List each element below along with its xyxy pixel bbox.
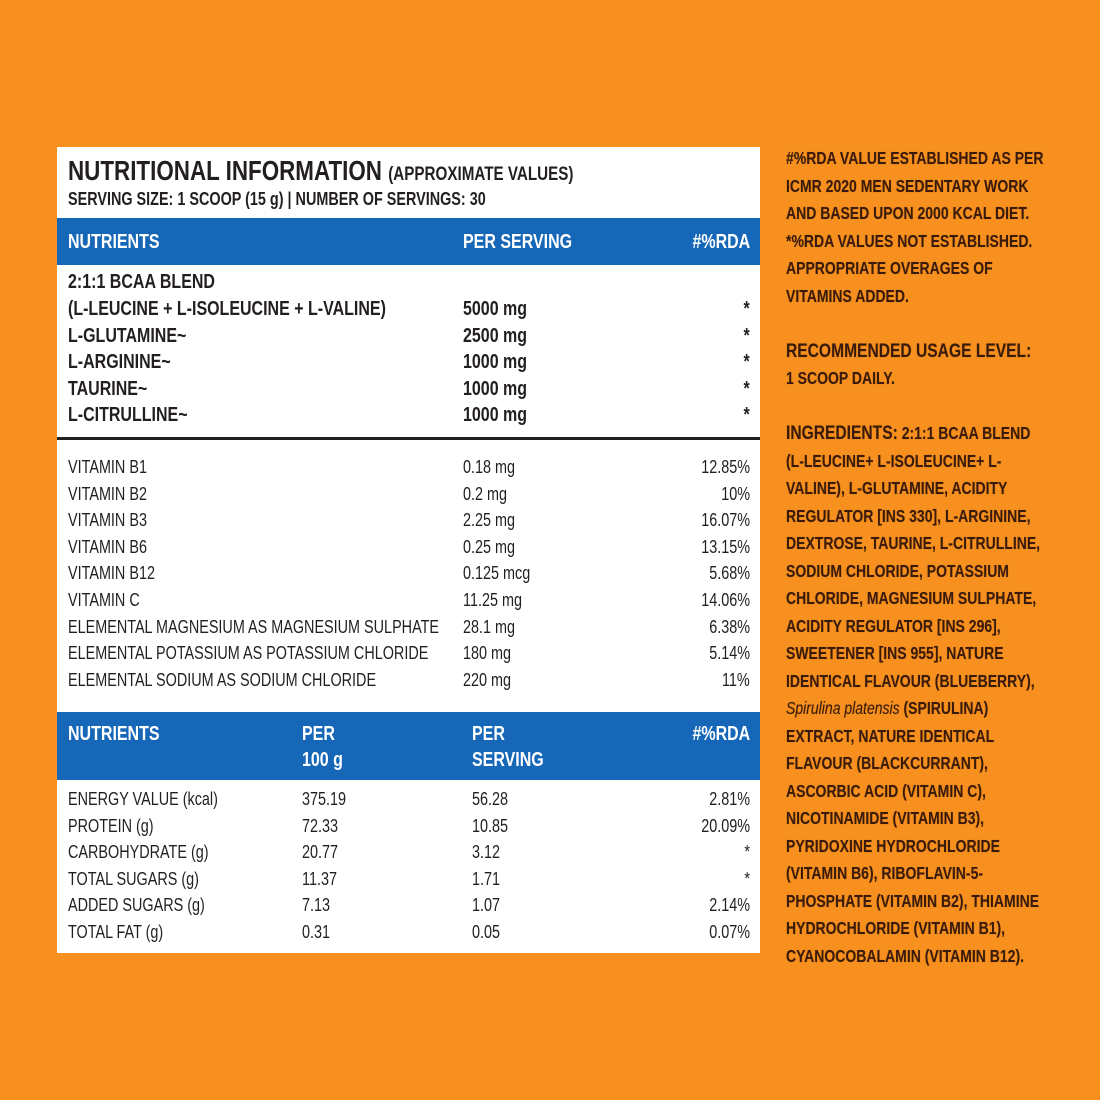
table-row: PROTEIN (g) 72.33 10.85 20.09% [57, 813, 760, 840]
nutrient-name: TAURINE~ [68, 377, 148, 400]
table-row: VITAMIN B2 0.2 mg 10% [57, 481, 760, 508]
rda-value: 14.06% [701, 590, 750, 610]
rda-value: 0.07% [709, 922, 750, 942]
table-row: VITAMIN B3 2.25 mg 16.07% [57, 507, 760, 534]
table-row: (L-LEUCINE + L-ISOLEUCINE + L-VALINE) 500… [57, 296, 760, 323]
table2-header: NUTRIENTS PER 100 g PER SERVING #%RDA [57, 712, 760, 780]
serving-info: SERVING SIZE: 1 SCOOP (15 g) | NUMBER OF… [68, 189, 486, 209]
table-row: CARBOHYDRATE (g) 20.77 3.12 * [57, 839, 760, 866]
table-row: TOTAL SUGARS (g) 11.37 1.71 * [57, 866, 760, 893]
nutrient-name: L-CITRULLINE~ [68, 404, 188, 426]
per-serving: 0.25 mg [463, 536, 516, 557]
rda-value: * [743, 351, 750, 373]
rda-value: 10% [721, 483, 750, 504]
rda-value: * [743, 377, 750, 400]
nutrient-name: VITAMIN B2 [68, 483, 147, 504]
per-serving: 11.25 mg [463, 590, 522, 610]
per-serving: 180 mg [463, 643, 512, 664]
nutrient-name: L-GLUTAMINE~ [68, 324, 187, 347]
per-100g: 11.37 [302, 868, 337, 889]
per-serving: 1000 mg [463, 377, 528, 400]
per-100g: 375.19 [302, 789, 347, 809]
per-serving: 2500 mg [463, 324, 528, 347]
per-serving: 5000 mg [463, 298, 528, 320]
rda-value: 6.38% [709, 616, 750, 637]
nutrient-name: TOTAL SUGARS (g) [68, 868, 199, 889]
nutrient-name: ELEMENTAL SODIUM AS SODIUM CHLORIDE [68, 669, 377, 690]
rda-value: * [743, 298, 750, 320]
rda-value: * [744, 842, 750, 863]
nutrient-name: VITAMIN B6 [68, 536, 147, 557]
table-row: ENERGY VALUE (kcal) 375.19 56.28 2.81% [57, 786, 760, 813]
rda-value: 20.09% [701, 815, 750, 836]
nutrient-name: VITAMIN B1 [68, 457, 147, 477]
table-row: ELEMENTAL SODIUM AS SODIUM CHLORIDE 220 m… [57, 667, 760, 694]
rda-value: 11% [722, 669, 750, 690]
rda-value: 5.14% [709, 643, 750, 664]
nutrient-name: (L-LEUCINE + L-ISOLEUCINE + L-VALINE) [68, 298, 386, 320]
usage: RECOMMENDED USAGE LEVEL: 1 SCOOP DAILY. [786, 339, 1032, 389]
nutrient-name: CARBOHYDRATE (g) [68, 842, 209, 863]
per-serving: 1.07 [472, 895, 501, 916]
per-serving: 0.2 mg [463, 483, 508, 504]
ingredients: INGREDIENTS: 2:1:1 BCAA BLEND (L-LEUCINE… [786, 422, 1041, 966]
per-serving: 1000 mg [463, 351, 528, 373]
table-row: VITAMIN B1 0.18 mg 12.85% [57, 454, 760, 481]
table-row: ELEMENTAL MAGNESIUM AS MAGNESIUM SULPHAT… [57, 614, 760, 641]
nutrient-name: ENERGY VALUE (kcal) [68, 789, 218, 809]
table-row: L-CITRULLINE~ 1000 mg * [57, 402, 760, 429]
per-serving: 10.85 [472, 815, 509, 836]
table-row: VITAMIN B6 0.25 mg 13.15% [57, 534, 760, 561]
per-serving: 1000 mg [463, 404, 528, 426]
table-row: L-GLUTAMINE~ 2500 mg * [57, 323, 760, 350]
per-serving: 56.28 [472, 789, 509, 809]
rda-value: * [744, 868, 750, 889]
rda-value: 16.07% [701, 510, 750, 531]
rda-value: * [743, 324, 750, 347]
per-serving: 0.18 mg [463, 457, 516, 477]
panel-title: NUTRITIONAL INFORMATION (APPROXIMATE VAL… [68, 155, 574, 186]
per-serving: 2.25 mg [463, 510, 516, 531]
table1-header: NUTRIENTS PER SERVING #%RDA [57, 218, 760, 265]
table-row: TOTAL FAT (g) 0.31 0.05 0.07% [57, 919, 760, 946]
table-row: L-ARGININE~ 1000 mg * [57, 349, 760, 376]
table-row: TAURINE~ 1000 mg * [57, 376, 760, 403]
table-row: ELEMENTAL POTASSIUM AS POTASSIUM CHLORID… [57, 640, 760, 667]
nutrient-name: VITAMIN C [68, 590, 140, 610]
per-serving: 0.05 [472, 922, 501, 942]
per-serving: 28.1 mg [463, 616, 516, 637]
nutrient-name: L-ARGININE~ [68, 351, 171, 373]
table-row: VITAMIN C 11.25 mg 14.06% [57, 587, 760, 614]
per-serving: 1.71 [472, 868, 501, 889]
rda-value: * [743, 404, 750, 426]
table-row: 2:1:1 BCAA BLEND [57, 269, 760, 296]
nutrient-name: TOTAL FAT (g) [68, 922, 164, 942]
side-notes: #%RDA VALUE ESTABLISHED AS PER ICMR 2020… [786, 145, 1050, 998]
rda-value: 13.15% [701, 536, 750, 557]
nutrient-name: 2:1:1 BCAA BLEND [68, 271, 215, 293]
nutrient-name: ELEMENTAL POTASSIUM AS POTASSIUM CHLORID… [68, 643, 429, 664]
table-row: ADDED SUGARS (g) 7.13 1.07 2.14% [57, 892, 760, 919]
per-100g: 72.33 [302, 815, 339, 836]
rda-value: 12.85% [701, 457, 750, 477]
per-serving: 220 mg [463, 669, 512, 690]
rda-note: #%RDA VALUE ESTABLISHED AS PER ICMR 2020… [786, 148, 1044, 306]
table-row: VITAMIN B12 0.125 mcg 5.68% [57, 560, 760, 587]
rda-value: 5.68% [709, 563, 750, 584]
per-100g: 0.31 [302, 922, 331, 942]
per-100g: 7.13 [302, 895, 331, 916]
per-100g: 20.77 [302, 842, 339, 863]
nutrient-name: VITAMIN B12 [68, 563, 155, 584]
per-serving: 0.125 mcg [463, 563, 531, 584]
nutrition-panel: NUTRITIONAL INFORMATION (APPROXIMATE VAL… [57, 147, 760, 953]
section-divider [57, 437, 760, 440]
rda-value: 2.81% [709, 789, 750, 809]
nutrient-name: VITAMIN B3 [68, 510, 147, 531]
per-serving: 3.12 [472, 842, 501, 863]
nutrient-name: ELEMENTAL MAGNESIUM AS MAGNESIUM SULPHAT… [68, 616, 440, 637]
nutrient-name: ADDED SUGARS (g) [68, 895, 205, 916]
nutrient-name: PROTEIN (g) [68, 815, 154, 836]
rda-value: 2.14% [709, 895, 750, 916]
